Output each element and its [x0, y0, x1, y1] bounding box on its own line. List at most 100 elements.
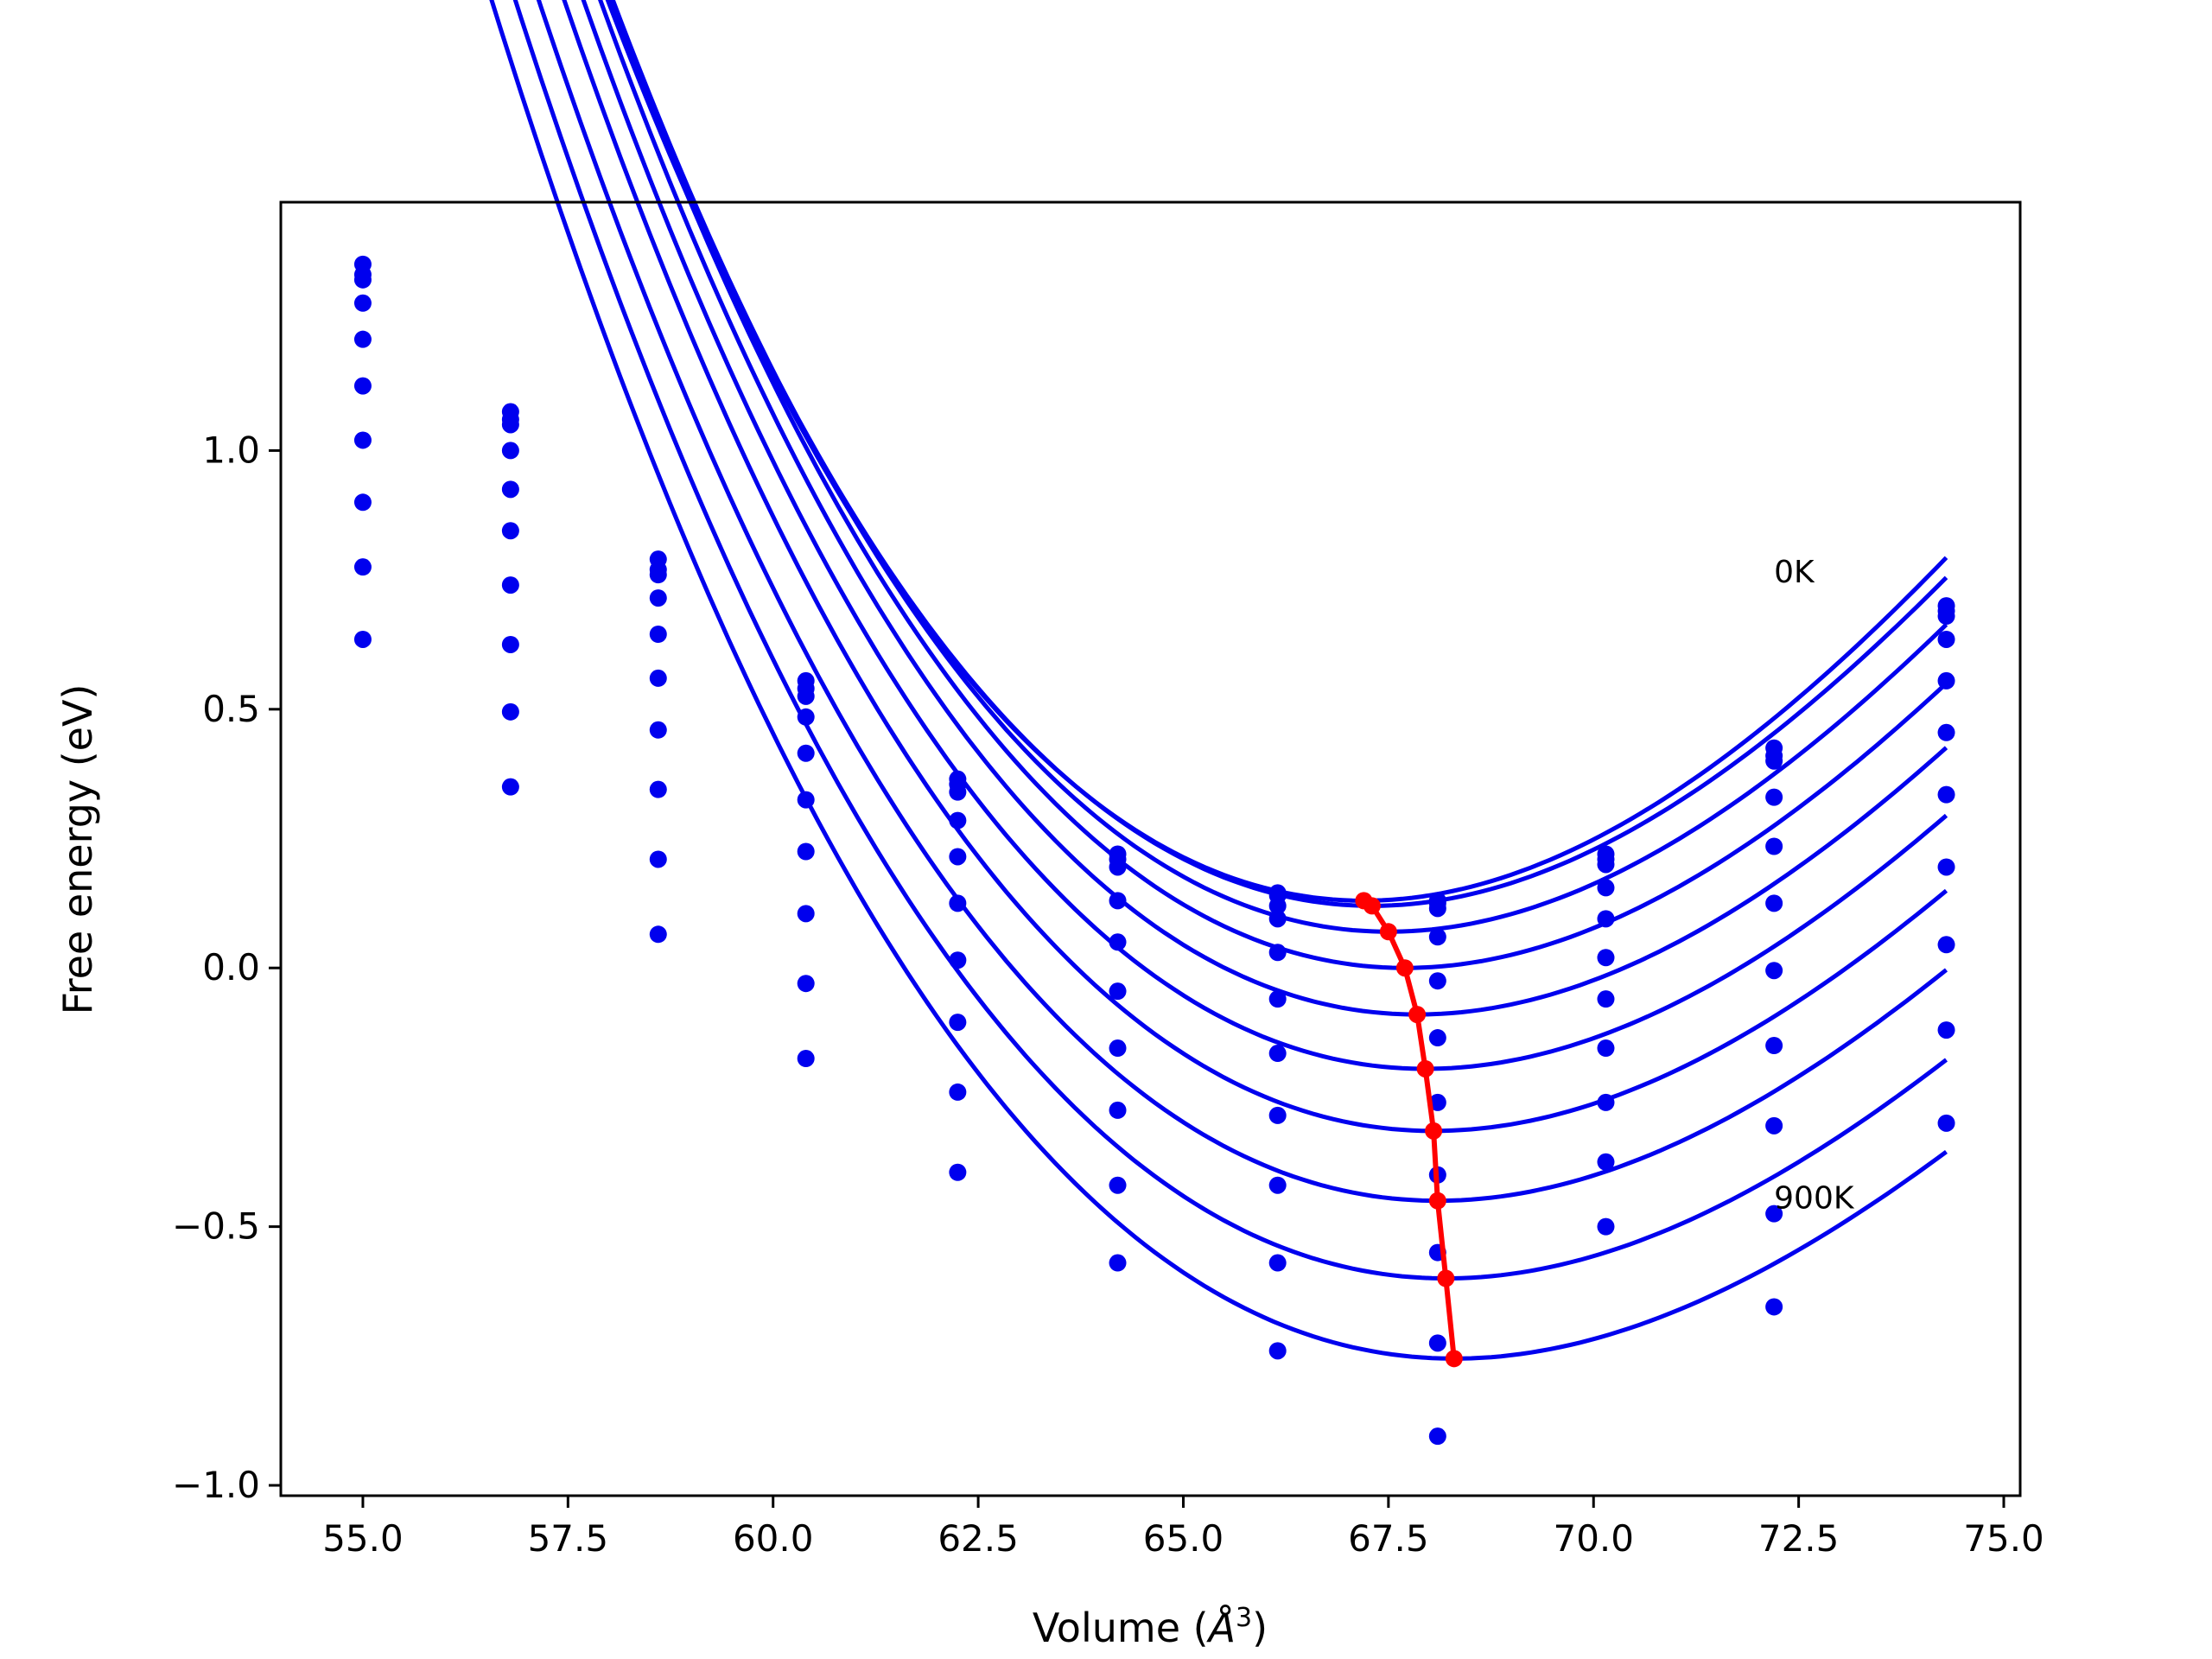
y-axis-ticks: 1.0 0.5 0.0 −0.5 −1.0 — [172, 429, 281, 1506]
minimum-point — [1437, 1269, 1455, 1287]
data-point — [1597, 990, 1615, 1008]
data-point — [949, 783, 967, 801]
data-point — [949, 894, 967, 912]
data-point — [1937, 630, 1955, 648]
data-point — [1109, 1254, 1127, 1272]
data-point — [501, 522, 519, 540]
data-point — [1597, 1217, 1615, 1236]
data-points — [353, 255, 1955, 1446]
data-point — [1109, 1039, 1127, 1058]
minimum-point — [1428, 1192, 1446, 1210]
data-point — [1268, 944, 1287, 962]
minimum-point — [1408, 1006, 1427, 1024]
data-point — [1268, 1254, 1287, 1272]
data-point — [1765, 837, 1783, 855]
data-point — [1428, 899, 1446, 918]
data-point — [797, 905, 815, 923]
data-point — [1428, 1334, 1446, 1352]
data-point — [1109, 858, 1127, 876]
annotation-label: 0K — [1774, 555, 1815, 590]
x-axis-ticks: 55.0 57.5 60.0 62.5 65.0 67.5 70.0 72.5 75.0 — [322, 1496, 2044, 1560]
plot-frame — [279, 200, 2022, 1497]
data-point — [1765, 752, 1783, 770]
data-point — [353, 431, 372, 449]
data-point — [1428, 972, 1446, 990]
data-point — [501, 480, 519, 499]
annotation-label: 900K — [1774, 1181, 1855, 1217]
x-axis-label-close: ) — [1252, 1605, 1268, 1651]
data-point — [353, 377, 372, 395]
data-point — [949, 951, 967, 969]
x-tick-label: 75.0 — [1963, 1517, 2044, 1560]
data-point — [353, 330, 372, 348]
data-point — [1937, 936, 1955, 954]
y-tick-label: −0.5 — [172, 1205, 260, 1248]
data-point — [949, 848, 967, 866]
data-point — [949, 1163, 967, 1181]
data-point — [1109, 1101, 1127, 1119]
data-point — [1937, 785, 1955, 804]
data-point — [1597, 855, 1615, 874]
data-point — [353, 558, 372, 576]
data-point — [1109, 933, 1127, 951]
fit-curve-2 — [610, 0, 1948, 934]
x-tick-label: 72.5 — [1758, 1517, 1840, 1560]
x-tick-label: 70.0 — [1553, 1517, 1634, 1560]
data-point — [1268, 910, 1287, 928]
fit-curve-4 — [598, 0, 1948, 1017]
data-point — [1597, 910, 1615, 928]
minimum-energy-path — [1355, 892, 1463, 1368]
data-point — [1937, 1021, 1955, 1039]
data-point — [649, 925, 667, 944]
minima-line — [1362, 898, 1457, 1359]
minimum-point — [1363, 897, 1381, 915]
data-point — [1597, 1039, 1615, 1058]
data-point — [1268, 1106, 1287, 1124]
fit-curve-5 — [581, 0, 1948, 1071]
data-point — [1428, 928, 1446, 946]
data-point — [1268, 1176, 1287, 1194]
data-point — [353, 294, 372, 312]
data-point — [1597, 879, 1615, 897]
minimum-point — [1379, 923, 1397, 941]
data-point — [649, 566, 667, 584]
x-axis-label-text: Volume ( — [1033, 1605, 1209, 1651]
data-point — [649, 669, 667, 687]
minimum-point — [1395, 959, 1414, 977]
data-point — [353, 630, 372, 648]
data-point — [649, 625, 667, 643]
data-point — [353, 270, 372, 289]
data-point — [1765, 1298, 1783, 1316]
data-point — [1937, 858, 1955, 876]
fit-curve-9 — [489, 0, 1948, 1361]
data-point — [1597, 1153, 1615, 1171]
data-point — [649, 721, 667, 739]
data-point — [1765, 962, 1783, 980]
data-point — [649, 589, 667, 607]
x-tick-label: 67.5 — [1348, 1517, 1429, 1560]
data-point — [1765, 788, 1783, 806]
data-point — [949, 811, 967, 830]
x-tick-label: 55.0 — [322, 1517, 404, 1560]
x-tick-label: 57.5 — [528, 1517, 609, 1560]
x-axis-label: Volume (Å3) — [1033, 1603, 1268, 1651]
annotations: 0K 900K — [1774, 555, 1855, 1217]
data-point — [1268, 897, 1287, 915]
plot-area — [281, 202, 2020, 1496]
data-point — [797, 744, 815, 762]
data-point — [1765, 894, 1783, 912]
data-point — [797, 842, 815, 861]
x-axis-label-exponent: 3 — [1236, 1603, 1252, 1633]
x-axis-label-unit: Å — [1206, 1605, 1236, 1651]
data-point — [353, 493, 372, 512]
data-point — [1937, 607, 1955, 626]
data-point — [1428, 1029, 1446, 1047]
data-point — [501, 635, 519, 653]
fit-curves — [489, 0, 1948, 1361]
data-point — [797, 975, 815, 993]
data-point — [1109, 892, 1127, 910]
y-axis-label: Free energy (eV) — [54, 684, 101, 1015]
data-point — [1268, 990, 1287, 1008]
data-point — [797, 1050, 815, 1068]
